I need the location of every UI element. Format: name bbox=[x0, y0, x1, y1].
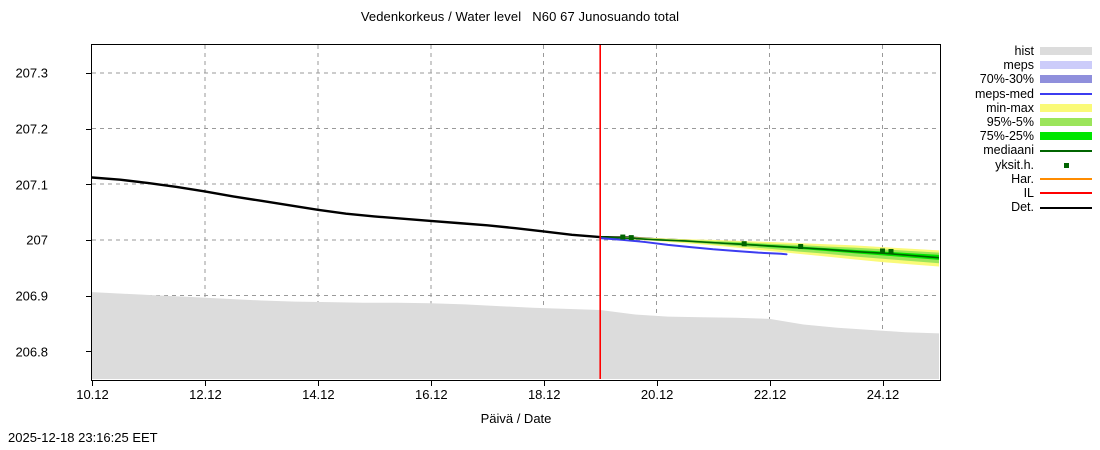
legend-key-mark bbox=[1040, 149, 1092, 152]
legend-swatch-band bbox=[1040, 44, 1092, 58]
timestamp-label: 2025-12-18 23:16:25 EET bbox=[8, 430, 158, 445]
legend-label: IL bbox=[1023, 185, 1034, 200]
x-tick-mark bbox=[543, 380, 545, 386]
legend-label: meps-med bbox=[974, 86, 1034, 101]
legend-swatch-band bbox=[1040, 72, 1092, 86]
y-tick-label: 207.1 bbox=[15, 177, 48, 193]
legend-label: yksit.h. bbox=[995, 157, 1034, 172]
x-axis-label: Päivä / Date bbox=[480, 411, 552, 426]
legend-swatch-band bbox=[1040, 129, 1092, 143]
legend-key-mark bbox=[1040, 118, 1092, 127]
x-tick-mark bbox=[204, 380, 206, 386]
chart-canvas bbox=[92, 45, 939, 379]
x-tick-label: 24.12 bbox=[866, 387, 900, 402]
legend-key-mark bbox=[1040, 103, 1092, 112]
legend-label: meps bbox=[1003, 58, 1034, 73]
x-tick-label: 14.12 bbox=[302, 387, 335, 402]
plot-clip bbox=[92, 45, 940, 380]
legend-swatch-band bbox=[1040, 115, 1092, 129]
legend-key-mark bbox=[1064, 162, 1069, 168]
y-axis-label: Veden korkeus / Water level (m) bbox=[0, 0, 3, 159]
legend-item-mediaani[interactable]: mediaani bbox=[952, 143, 1092, 157]
x-tick-label: 22.12 bbox=[753, 387, 787, 402]
y-tick-label: 207.2 bbox=[15, 121, 48, 137]
legend-item-75-25[interactable]: 75%-25% bbox=[952, 129, 1092, 143]
legend-swatch-dot bbox=[1040, 158, 1092, 172]
legend-item-70-30[interactable]: 70%-30% bbox=[952, 72, 1092, 86]
y-tick-label: 206.8 bbox=[15, 344, 48, 360]
legend-item-meps-med[interactable]: meps-med bbox=[952, 87, 1092, 101]
legend-swatch-line bbox=[1040, 143, 1092, 157]
legend-key-mark bbox=[1040, 178, 1092, 181]
legend-key-mark bbox=[1040, 47, 1092, 56]
legend-swatch-band bbox=[1040, 101, 1092, 115]
legend-label: mediaani bbox=[983, 143, 1034, 158]
legend-swatch-line bbox=[1040, 172, 1092, 186]
legend-label: hist bbox=[1014, 44, 1034, 59]
x-tick-label: 20.12 bbox=[640, 387, 674, 402]
legend-swatch-line bbox=[1040, 200, 1092, 214]
x-tick-mark bbox=[882, 380, 884, 386]
legend-label: min-max bbox=[986, 100, 1034, 115]
legend-item-har[interactable]: Har. bbox=[952, 172, 1092, 186]
legend-swatch-band bbox=[1040, 58, 1092, 72]
legend-label: 95%-5% bbox=[986, 115, 1034, 130]
legend-swatch-line bbox=[1040, 186, 1092, 200]
legend-label: 75%-25% bbox=[979, 129, 1034, 144]
x-tick-mark bbox=[430, 380, 432, 386]
legend-item-yksit-h[interactable]: yksit.h. bbox=[952, 158, 1092, 172]
legend-key-mark bbox=[1040, 192, 1092, 195]
legend-key-mark bbox=[1040, 206, 1092, 209]
y-tick-label: 207.3 bbox=[15, 65, 48, 81]
legend-key-mark bbox=[1040, 75, 1092, 84]
x-tick-mark bbox=[92, 380, 93, 386]
x-tick-label: 18.12 bbox=[527, 387, 561, 402]
x-tick-mark bbox=[769, 380, 771, 386]
legend-item-meps[interactable]: meps bbox=[952, 58, 1092, 72]
legend-key-mark bbox=[1040, 61, 1092, 70]
plot-area bbox=[86, 44, 941, 386]
y-tick-mark bbox=[86, 184, 92, 186]
y-tick-mark bbox=[86, 239, 92, 241]
y-tick-mark bbox=[86, 72, 92, 74]
chart-legend: hist meps 70%-30% meps-med min-max 95%-5% 75%-… bbox=[952, 44, 1092, 214]
x-tick-label: 10.12 bbox=[76, 387, 109, 402]
legend-item-min-max[interactable]: min-max bbox=[952, 101, 1092, 115]
x-tick-label: 12.12 bbox=[189, 387, 222, 402]
legend-item-det[interactable]: Det. bbox=[952, 200, 1092, 214]
legend-item-hist[interactable]: hist bbox=[952, 44, 1092, 58]
y-tick-label: 207 bbox=[26, 232, 48, 248]
y-tick-mark bbox=[86, 351, 92, 353]
legend-key-mark bbox=[1040, 132, 1092, 141]
y-tick-label: 206.9 bbox=[15, 288, 48, 304]
y-tick-mark bbox=[86, 128, 92, 130]
y-tick-mark bbox=[86, 295, 92, 297]
legend-label: 70%-30% bbox=[979, 72, 1034, 87]
x-tick-mark bbox=[656, 380, 658, 386]
legend-item-il[interactable]: IL bbox=[952, 186, 1092, 200]
legend-item-95-5[interactable]: 95%-5% bbox=[952, 115, 1092, 129]
chart-title: Vedenkorkeus / Water level N60 67 Junosu… bbox=[360, 9, 680, 24]
legend-key-mark bbox=[1040, 93, 1092, 96]
legend-label: Det. bbox=[1011, 200, 1034, 215]
legend-swatch-line bbox=[1040, 87, 1092, 101]
legend-label: Har. bbox=[1011, 171, 1034, 186]
x-tick-label: 16.12 bbox=[415, 387, 448, 402]
x-tick-mark bbox=[317, 380, 319, 386]
